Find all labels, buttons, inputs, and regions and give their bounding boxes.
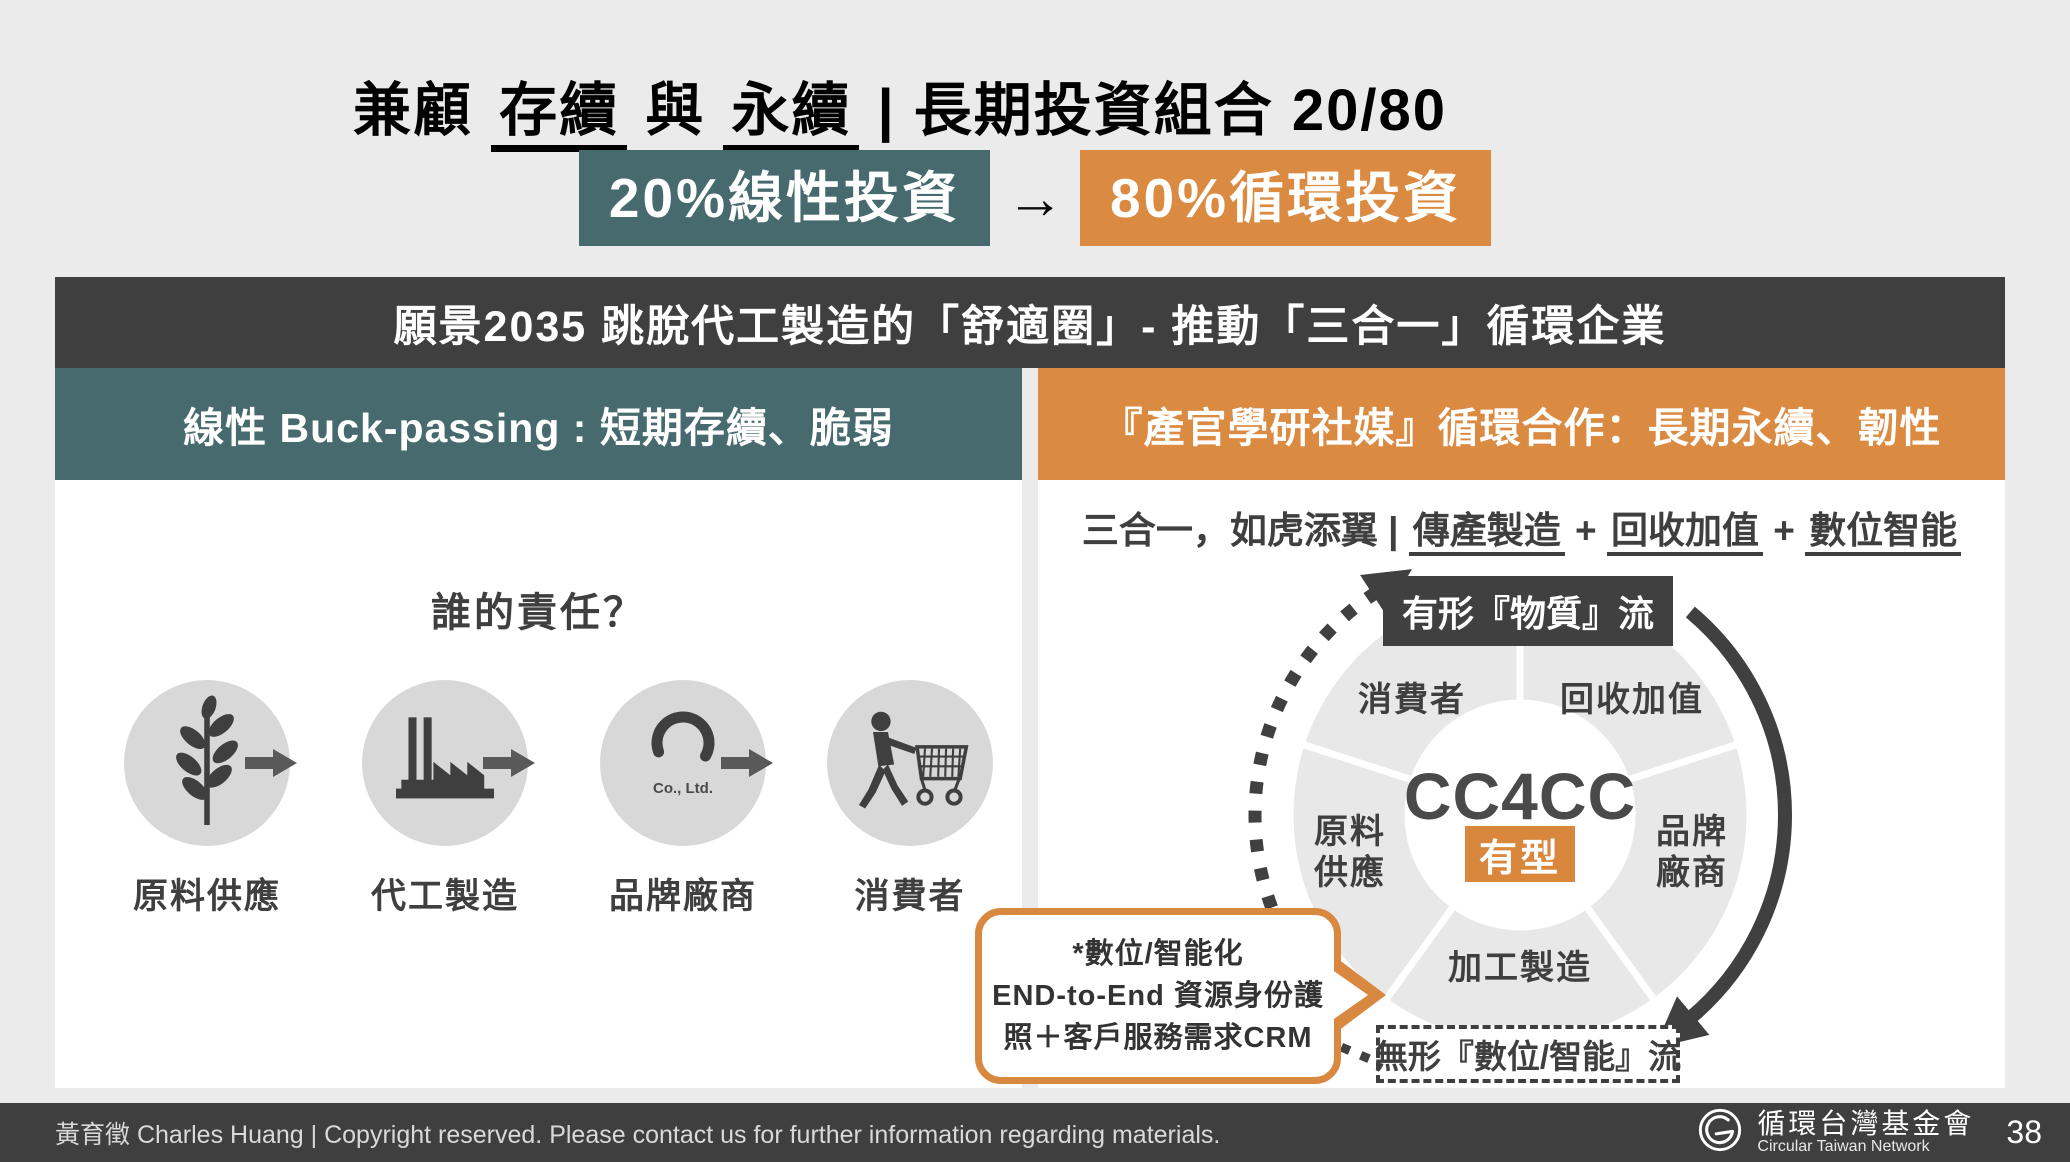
page-title: 兼顧 存續 與 永續 | 長期投資組合 20/80 — [0, 63, 1800, 152]
cc4cc-center-label: CC4CC — [1403, 759, 1637, 833]
question-heading: 誰的責任？ — [431, 591, 646, 635]
chain-item-oem: 代工製造 — [345, 680, 545, 919]
flow-arrow-icon — [245, 743, 297, 783]
circular-panel-body: 三合一，如虎添翼 | 傳產製造 + 回收加值 + 數位智能 — [1038, 480, 2005, 1088]
segment-label-consumer: 消費者 — [1358, 681, 1466, 719]
org-subname: Circular Taiwan Network — [1757, 1137, 1930, 1155]
donut-segments — [1286, 581, 1754, 1049]
intangible-flow-dotted-arc — [1248, 569, 1412, 963]
circular-panel: 『產官學研社媒』循環合作：長期永續、韌性 三合一，如虎添翼 | 傳產製造 + 回… — [1038, 368, 2005, 1088]
investment-badge-row: 20%線性投資 → 80%循環投資 — [0, 150, 2070, 246]
bubble-line: 照＋客戶服務需求CRM — [1003, 1022, 1313, 1055]
title-run: 與 — [627, 77, 724, 143]
subtitle-run: + — [1762, 510, 1806, 551]
chain-item-raw-material: 原料供應 — [107, 680, 307, 919]
chain-label: 品牌廠商 — [608, 877, 757, 916]
bubble-line: END-to-End 資源身份護 — [992, 979, 1324, 1012]
chain-label: 代工製造 — [370, 877, 519, 916]
org-name: 循環台灣基金會 — [1757, 1108, 1975, 1140]
chain-circle — [362, 680, 528, 846]
three-in-one-subtitle: 三合一，如虎添翼 | 傳產製造 + 回收加值 + 數位智能 — [1038, 500, 2005, 556]
footer-bar: 黃育徵 Charles Huang | Copyright reserved. … — [0, 1103, 2070, 1162]
bubble-line: *數位/智能化 — [1072, 937, 1244, 970]
material-flow-badge: 有形『物質』流 — [1383, 576, 1673, 646]
subtitle-run: + — [1564, 510, 1607, 551]
linear-panel-header: 線性 Buck-passing : 短期存續、脆弱 — [55, 368, 1022, 480]
chain-label: 原料供應 — [132, 877, 281, 916]
title-run: | 長期投資組合 20/80 — [859, 77, 1448, 143]
subtitle-run-underlined: 回收加值 — [1606, 510, 1763, 556]
vision-2035-bar: 願景2035 跳脫代工製造的「舒適圈」- 推動「三合一」循環企業 — [55, 277, 2005, 368]
org-text: 循環台灣基金會 Circular Taiwan Network — [1757, 1109, 1974, 1155]
shopper-cart-icon — [844, 705, 976, 822]
subtitle-run: 三合一，如虎添翼 | — [1081, 510, 1409, 551]
plant-icon — [159, 695, 255, 832]
segment-label-brand: 品牌廠商 — [1656, 813, 1728, 892]
company-icon: Co., Ltd. — [628, 710, 738, 816]
linear-panel-body: 誰的責任？ — [55, 480, 1022, 1088]
material-flow-solid-arc — [1654, 606, 1792, 1048]
title-run: 兼顧 — [352, 77, 492, 143]
bubble-connector-dots — [1320, 1034, 1374, 1065]
title-run-underlined: 存續 — [491, 77, 628, 152]
circular-taiwan-logo-icon — [1697, 1107, 1743, 1158]
chain-item-consumer: 消費者 — [810, 680, 1010, 919]
tangible-center-badge: 有型 — [1465, 826, 1575, 882]
circular-panel-header: 『產官學研社媒』循環合作：長期永續、韌性 — [1038, 368, 2005, 480]
linear-investment-badge: 20%線性投資 — [578, 150, 990, 246]
segment-label-recycle: 回收加值 — [1560, 681, 1704, 719]
company-caption: Co., Ltd. — [653, 780, 713, 797]
segment-brand — [1580, 739, 1754, 1006]
flow-arrow-icon — [483, 743, 535, 783]
circular-investment-badge: 80%循環投資 — [1080, 150, 1492, 246]
chain-circle — [827, 680, 993, 846]
digital-flow-badge: 無形『數位/智能』流 — [1375, 1025, 1681, 1083]
segment-label-processing: 加工製造 — [1448, 949, 1592, 987]
right-arrow-icon: → — [1006, 165, 1064, 231]
digital-intelligence-bubble: *數位/智能化 END-to-End 資源身份護 照＋客戶服務需求CRM — [975, 908, 1386, 1084]
segment-label-raw-material: 原料供應 — [1314, 813, 1386, 892]
chain-item-brand: Co., Ltd. 品牌廠商 — [583, 680, 783, 919]
linear-panel: 線性 Buck-passing : 短期存續、脆弱 誰的責任？ — [55, 368, 1022, 1088]
title-run-underlined: 永續 — [723, 77, 860, 152]
footer-branding: 循環台灣基金會 Circular Taiwan Network 38 — [1697, 1107, 2042, 1158]
page-number: 38 — [2006, 1114, 2042, 1150]
flow-arrow-icon — [721, 743, 773, 783]
circular-diagram — [1248, 569, 1792, 1065]
subtitle-run-underlined: 數位智能 — [1805, 510, 1962, 556]
factory-icon — [387, 712, 503, 815]
copyright-text: 黃育徵 Charles Huang | Copyright reserved. … — [55, 1120, 1221, 1149]
bubble-tail — [1331, 969, 1368, 1021]
chain-label: 消費者 — [854, 877, 966, 916]
subtitle-run-underlined: 傳產製造 — [1408, 510, 1565, 556]
